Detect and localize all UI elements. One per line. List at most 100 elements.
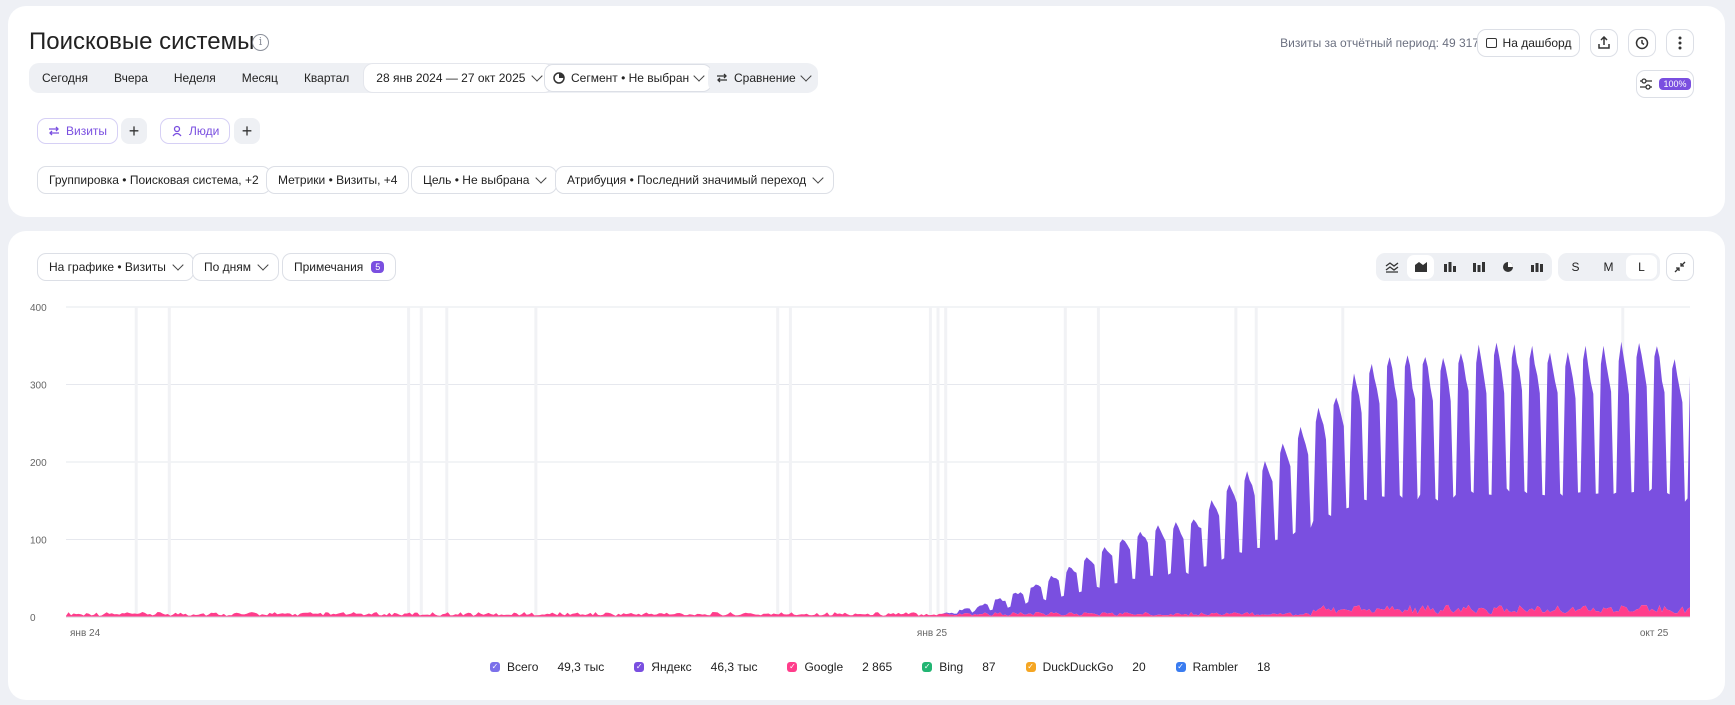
chevron-down-icon (800, 70, 812, 82)
notes-button[interactable]: Примечания 5 (282, 253, 397, 281)
period-quarter[interactable]: Квартал (303, 71, 350, 85)
chart-metric-selector[interactable]: На графике • Визиты (37, 253, 194, 281)
collapse-icon (1674, 261, 1686, 273)
grouping-filter-label: Группировка • Поисковая система, +2 (49, 173, 259, 187)
chart-type-columns[interactable] (1523, 255, 1550, 279)
metrics-filter[interactable]: Метрики • Визиты, +4 (266, 166, 410, 194)
collapse-chart-button[interactable] (1666, 253, 1694, 281)
chevron-down-icon (257, 259, 269, 271)
legend-checkbox-icon[interactable]: ✓ (490, 662, 500, 672)
period-yesterday[interactable]: Вчера (114, 71, 148, 85)
chart-type-pie[interactable] (1494, 255, 1521, 279)
dashboard-button[interactable]: На дашборд (1477, 29, 1580, 57)
stacked-bar-icon (1472, 262, 1485, 272)
info-icon[interactable]: i (252, 34, 269, 51)
legend-series-value: 18 (1256, 660, 1271, 674)
legend-series-value: 2 865 (862, 660, 893, 674)
legend-checkbox-icon[interactable]: ✓ (922, 662, 933, 672)
person-icon (172, 125, 182, 137)
visits-total-text: Визиты за отчётный период: 49 317 (1280, 36, 1479, 50)
chart-type-switcher (1376, 253, 1552, 281)
legend-checkbox-icon[interactable]: ✓ (1175, 662, 1186, 672)
compare-label: Сравнение (734, 71, 796, 85)
date-range-label: 28 янв 2024 — 27 окт 2025 (376, 71, 526, 85)
line-chart-icon (1385, 262, 1398, 273)
period-month[interactable]: Месяц (241, 71, 278, 85)
export-icon (1598, 36, 1610, 49)
legend-series-name: DuckDuckGo (1042, 660, 1114, 674)
chart-type-area[interactable] (1407, 255, 1434, 279)
notes-label: Примечания (294, 260, 364, 274)
size-l-button[interactable]: L (1626, 255, 1657, 279)
grouping-filter[interactable]: Группировка • Поисковая система, +2 (37, 166, 271, 194)
legend-series-value: 20 (1132, 660, 1146, 674)
more-vertical-icon (1678, 36, 1682, 50)
people-pill-label: Люди (189, 124, 220, 138)
notes-count-badge: 5 (371, 261, 385, 273)
people-pill[interactable]: Люди (160, 118, 231, 144)
segment-label: Сегмент • Не выбран (571, 71, 690, 85)
sampling-badge: 100% (1659, 78, 1691, 90)
sampling-button[interactable]: 100% (1636, 70, 1694, 98)
size-s-button[interactable]: S (1571, 260, 1580, 274)
period-week[interactable]: Неделя (173, 71, 216, 85)
chart-type-line[interactable] (1378, 255, 1405, 279)
add-people-filter-button[interactable]: + (234, 118, 260, 144)
chart-size-switcher: S M L (1558, 253, 1660, 281)
detail-label: По дням (204, 260, 252, 274)
more-menu-button[interactable] (1666, 29, 1694, 57)
chart-card (8, 231, 1725, 700)
chevron-down-icon (172, 259, 184, 271)
legend-item[interactable]: ✓ Всего 49,3 тыс (490, 660, 604, 674)
size-m-button[interactable]: M (1603, 260, 1614, 274)
metrics-filter-label: Метрики • Визиты, +4 (278, 173, 398, 187)
date-range-picker[interactable]: 28 янв 2024 — 27 окт 2025 (364, 64, 554, 92)
legend-series-value: 49,3 тыс (557, 660, 605, 674)
page-title: Поисковые системы (29, 28, 255, 55)
attribution-filter-label: Атрибуция • Последний значимый переход (567, 173, 807, 187)
visits-pill[interactable]: Визиты (37, 118, 119, 144)
legend-series-name: Bing (939, 660, 964, 674)
legend-item[interactable]: ✓ Rambler 18 (1175, 660, 1271, 674)
history-button[interactable] (1628, 29, 1656, 57)
legend-series-name: Яндекс (651, 660, 692, 674)
legend-series-name: Google (804, 660, 844, 674)
segment-selector[interactable]: Сегмент • Не выбран (544, 64, 713, 92)
legend-series-name: Rambler (1192, 660, 1238, 674)
clock-icon (1635, 36, 1649, 50)
legend-series-value: 46,3 тыс (710, 660, 758, 674)
add-visits-filter-button[interactable]: + (121, 118, 147, 144)
compare-selector[interactable]: Сравнение (708, 64, 818, 92)
chart-legend: ✓ Всего 49,3 тыс ✓ Яндекс 46,3 тыс ✓ Google 2 86… (490, 660, 1300, 674)
legend-item[interactable]: ✓ Bing 87 (922, 660, 996, 674)
legend-item[interactable]: ✓ Google 2 865 (787, 660, 892, 674)
chart-type-bar[interactable] (1436, 255, 1463, 279)
segment-pie-icon (553, 72, 565, 84)
columns-icon (1530, 263, 1543, 272)
chart-type-stacked-bar[interactable] (1465, 255, 1492, 279)
legend-series-value: 87 (982, 660, 996, 674)
goal-filter[interactable]: Цель • Не выбрана (411, 166, 558, 194)
legend-checkbox-icon[interactable]: ✓ (787, 662, 798, 672)
visits-pill-label: Визиты (66, 124, 108, 138)
chart-metric-label: На графике • Визиты (49, 260, 166, 274)
legend-checkbox-icon[interactable]: ✓ (1025, 662, 1036, 672)
sliders-icon (1640, 78, 1653, 90)
detail-selector[interactable]: По дням (192, 253, 280, 281)
period-today[interactable]: Сегодня (42, 71, 88, 85)
chevron-down-icon (535, 172, 548, 184)
chevron-down-icon (531, 70, 544, 82)
pie-chart-icon (1502, 262, 1513, 272)
attribution-filter[interactable]: Атрибуция • Последний значимый переход (555, 166, 835, 194)
legend-item[interactable]: ✓ Яндекс 46,3 тыс (634, 660, 757, 674)
area-chart-icon (1414, 262, 1427, 272)
compare-arrows-icon (717, 73, 727, 83)
legend-checkbox-icon[interactable]: ✓ (634, 662, 645, 672)
dashboard-button-label: На дашборд (1502, 36, 1572, 50)
export-button[interactable] (1590, 29, 1618, 57)
chevron-down-icon (693, 70, 705, 82)
legend-series-name: Всего (507, 660, 539, 674)
legend-item[interactable]: ✓ DuckDuckGo 20 (1025, 660, 1146, 674)
visits-arrows-icon (49, 126, 59, 136)
chevron-down-icon (812, 172, 824, 184)
